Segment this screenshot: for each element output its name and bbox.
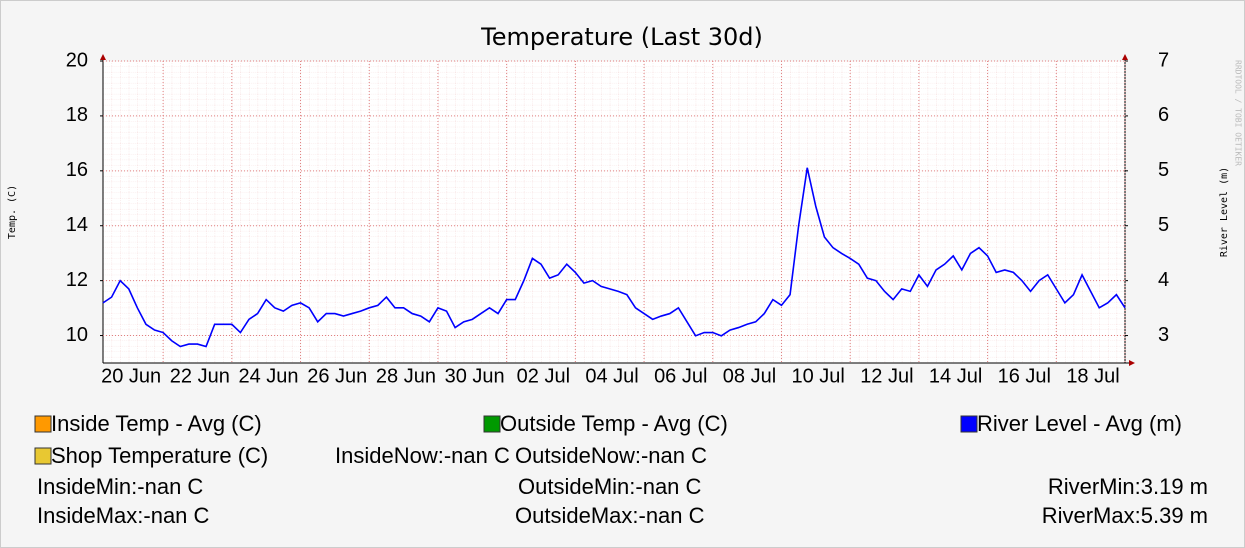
x-tick-label: 02 Jul (517, 365, 570, 387)
minor-grid (103, 61, 1125, 363)
y-tick-label: 18 (66, 104, 88, 126)
y-tick-label: 16 (66, 159, 88, 181)
y-tick-label: 10 (66, 324, 88, 346)
legend-stat: OutsideNow:-nan C (515, 443, 707, 468)
legend-stat: InsideMax:-nan C (37, 503, 210, 528)
x-tick-label: 10 Jul (791, 365, 844, 387)
y2-tick-label: 5 (1158, 159, 1169, 181)
x-tick-label: 14 Jul (929, 365, 982, 387)
x-tick-label: 16 Jul (998, 365, 1051, 387)
y-tick-label: 12 (66, 269, 88, 291)
legend-swatch (960, 415, 978, 433)
x-tick-label: 18 Jul (1066, 365, 1119, 387)
x-tick-label: 26 Jun (307, 365, 367, 387)
x-tick-label: 04 Jul (585, 365, 638, 387)
axis-arrow (1122, 54, 1128, 60)
axis-arrow (1129, 360, 1135, 366)
legend-stat: OutsideMax:-nan C (515, 503, 705, 528)
y2-tick-label: 6 (1158, 104, 1169, 126)
x-tick-label: 12 Jul (860, 365, 913, 387)
legend-swatch (483, 415, 501, 433)
y2-tick-label: 7 (1158, 49, 1169, 71)
y-tick-label: 20 (66, 49, 88, 71)
legend-stat: RiverMax:5.39 m (1042, 503, 1208, 528)
y2-tick-label: 4 (1158, 269, 1169, 291)
y2-tick-label: 3 (1158, 324, 1169, 346)
legend-stat: OutsideMin:-nan C (518, 474, 702, 499)
legend-label: River Level - Avg (m) (977, 411, 1182, 436)
y2-axis-label: River Level (m) (1219, 167, 1230, 257)
legend-stat: RiverMin:3.19 m (1048, 474, 1208, 499)
legend-stat: InsideNow:-nan C (335, 443, 510, 468)
x-tick-label: 22 Jun (170, 365, 230, 387)
legend-stat: InsideMin:-nan C (37, 474, 203, 499)
y-axis-label: Temp. (C) (7, 185, 18, 239)
legend-label: Outside Temp - Avg (C) (500, 411, 728, 436)
legend-swatch (34, 415, 52, 433)
y-tick-label: 14 (66, 214, 88, 236)
x-tick-label: 08 Jul (723, 365, 776, 387)
watermark: RRDTOOL / TOBI OETIKER (1234, 60, 1243, 166)
x-tick-label: 20 Jun (101, 365, 161, 387)
legend-label: Shop Temperature (C) (51, 443, 268, 468)
series-line (102, 167, 1126, 348)
legend-label: Inside Temp - Avg (C) (51, 411, 262, 436)
chart-title: Temperature (Last 30d) (480, 23, 763, 51)
y2-tick-label: 5 (1158, 214, 1169, 236)
x-tick-label: 28 Jun (376, 365, 436, 387)
x-tick-label: 24 Jun (238, 365, 298, 387)
legend-swatch (34, 447, 52, 465)
axis-arrow (100, 54, 106, 60)
x-tick-label: 06 Jul (654, 365, 707, 387)
x-tick-label: 30 Jun (445, 365, 505, 387)
